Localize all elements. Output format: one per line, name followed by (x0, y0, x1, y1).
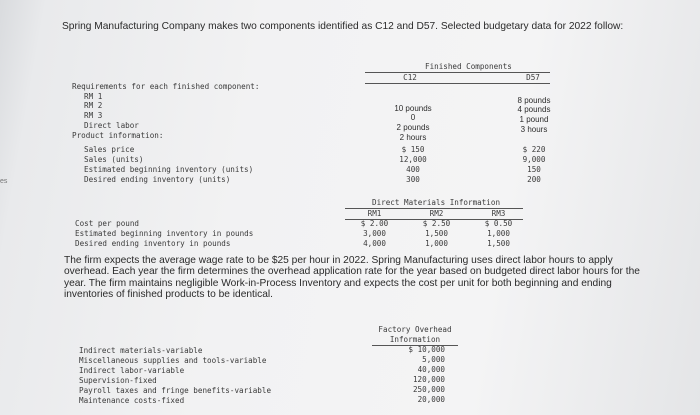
fc-row-label: Desired ending inventory (units) (84, 175, 231, 184)
fc-c12-value: $ 150 (401, 145, 425, 154)
fc-c12-value: 400 (406, 165, 420, 174)
fc-row-label: Requirements for each finished component… (72, 82, 260, 91)
header-rule (365, 83, 550, 84)
fc-d57-value: 150 (527, 165, 541, 174)
dm-heading-rule (345, 208, 523, 209)
overhead-value: 250,000 (412, 385, 445, 394)
fc-c12-value: 2 pounds (396, 123, 430, 132)
dm-value: 1,000 (425, 239, 448, 248)
overhead-row-label: Payroll taxes and fringe benefits-variab… (79, 386, 272, 395)
fc-d57-value: 8 pounds (517, 96, 551, 105)
fc-c12-value: 12,000 (399, 155, 427, 164)
overhead-row-label: Miscellaneous supplies and tools-variabl… (79, 356, 267, 365)
overhead-value: 5,000 (422, 355, 445, 364)
overhead-row-label: Maintenance costs-fixed (79, 396, 185, 405)
fc-d57-value: 1 pound (519, 115, 549, 124)
fc-d57-value: 4 pounds (517, 105, 551, 114)
dm-value: 1,500 (425, 229, 448, 238)
overhead-heading-line2: Information (389, 335, 441, 344)
fc-row-label: Product information: (72, 131, 164, 140)
dm-col-header: RM1 (367, 209, 382, 218)
intro-paragraph: Spring Manufacturing Company makes two c… (62, 21, 624, 32)
dm-row-label: Desired ending inventory in pounds (75, 239, 231, 248)
left-edge-fragment: es (0, 178, 8, 185)
dm-value: $ 2.50 (422, 219, 451, 228)
dm-value: $ 2.00 (360, 219, 389, 228)
overhead-row-label: Supervision-fixed (79, 376, 157, 385)
fc-row-label: Estimated beginning inventory (units) (84, 165, 254, 174)
dm-value: 1,500 (487, 239, 510, 248)
heading-rule (365, 72, 550, 73)
dm-value: 4,000 (363, 239, 386, 248)
fc-row-label: Direct labor (84, 121, 139, 130)
overhead-heading-line1: Factory Overhead (378, 325, 452, 334)
dm-value: 3,000 (363, 229, 386, 238)
fc-row-label: RM 2 (84, 101, 103, 110)
fc-row-label: Sales (units) (84, 155, 144, 164)
col-header-d57: D57 (526, 73, 540, 82)
dm-col-header: RM3 (491, 209, 506, 218)
dm-value: 1,000 (487, 229, 510, 238)
dm-col-header: RM2 (429, 209, 444, 218)
dm-value: $ 0.50 (484, 219, 513, 228)
dm-header-rule (345, 219, 523, 220)
overhead-value: 40,000 (417, 365, 445, 374)
finished-components-heading: Finished Components (425, 62, 512, 71)
direct-materials-heading: Direct Materials Information (372, 198, 501, 207)
fc-d57-value: 3 hours (520, 125, 548, 134)
overhead-value: 20,000 (417, 395, 445, 404)
fc-c12-value: 300 (406, 175, 420, 184)
fc-d57-value: 9,000 (522, 155, 546, 164)
overhead-value: 120,000 (412, 375, 445, 384)
dm-row-label: Cost per pound (75, 219, 140, 228)
fc-c12-value: 2 hours (399, 133, 427, 142)
overhead-heading-rule (372, 345, 458, 346)
fc-d57-value: $ 220 (522, 145, 546, 154)
fc-c12-value: 0 (410, 113, 416, 122)
overhead-row-label: Indirect materials-variable (79, 346, 203, 355)
narrative-paragraph: The firm expects the average wage rate t… (64, 255, 640, 301)
fc-c12-value: 10 pounds (394, 104, 432, 113)
dm-row-label: Estimated beginning inventory in pounds (75, 229, 254, 238)
fc-row-label: RM 3 (84, 111, 103, 120)
col-header-c12: C12 (403, 73, 417, 82)
fc-row-label: Sales price (84, 145, 135, 154)
fc-d57-value: 200 (527, 175, 541, 184)
overhead-row-label: Indirect labor-variable (79, 366, 185, 375)
overhead-value: $ 10,000 (408, 345, 445, 354)
fc-row-label: RM 1 (84, 92, 103, 101)
